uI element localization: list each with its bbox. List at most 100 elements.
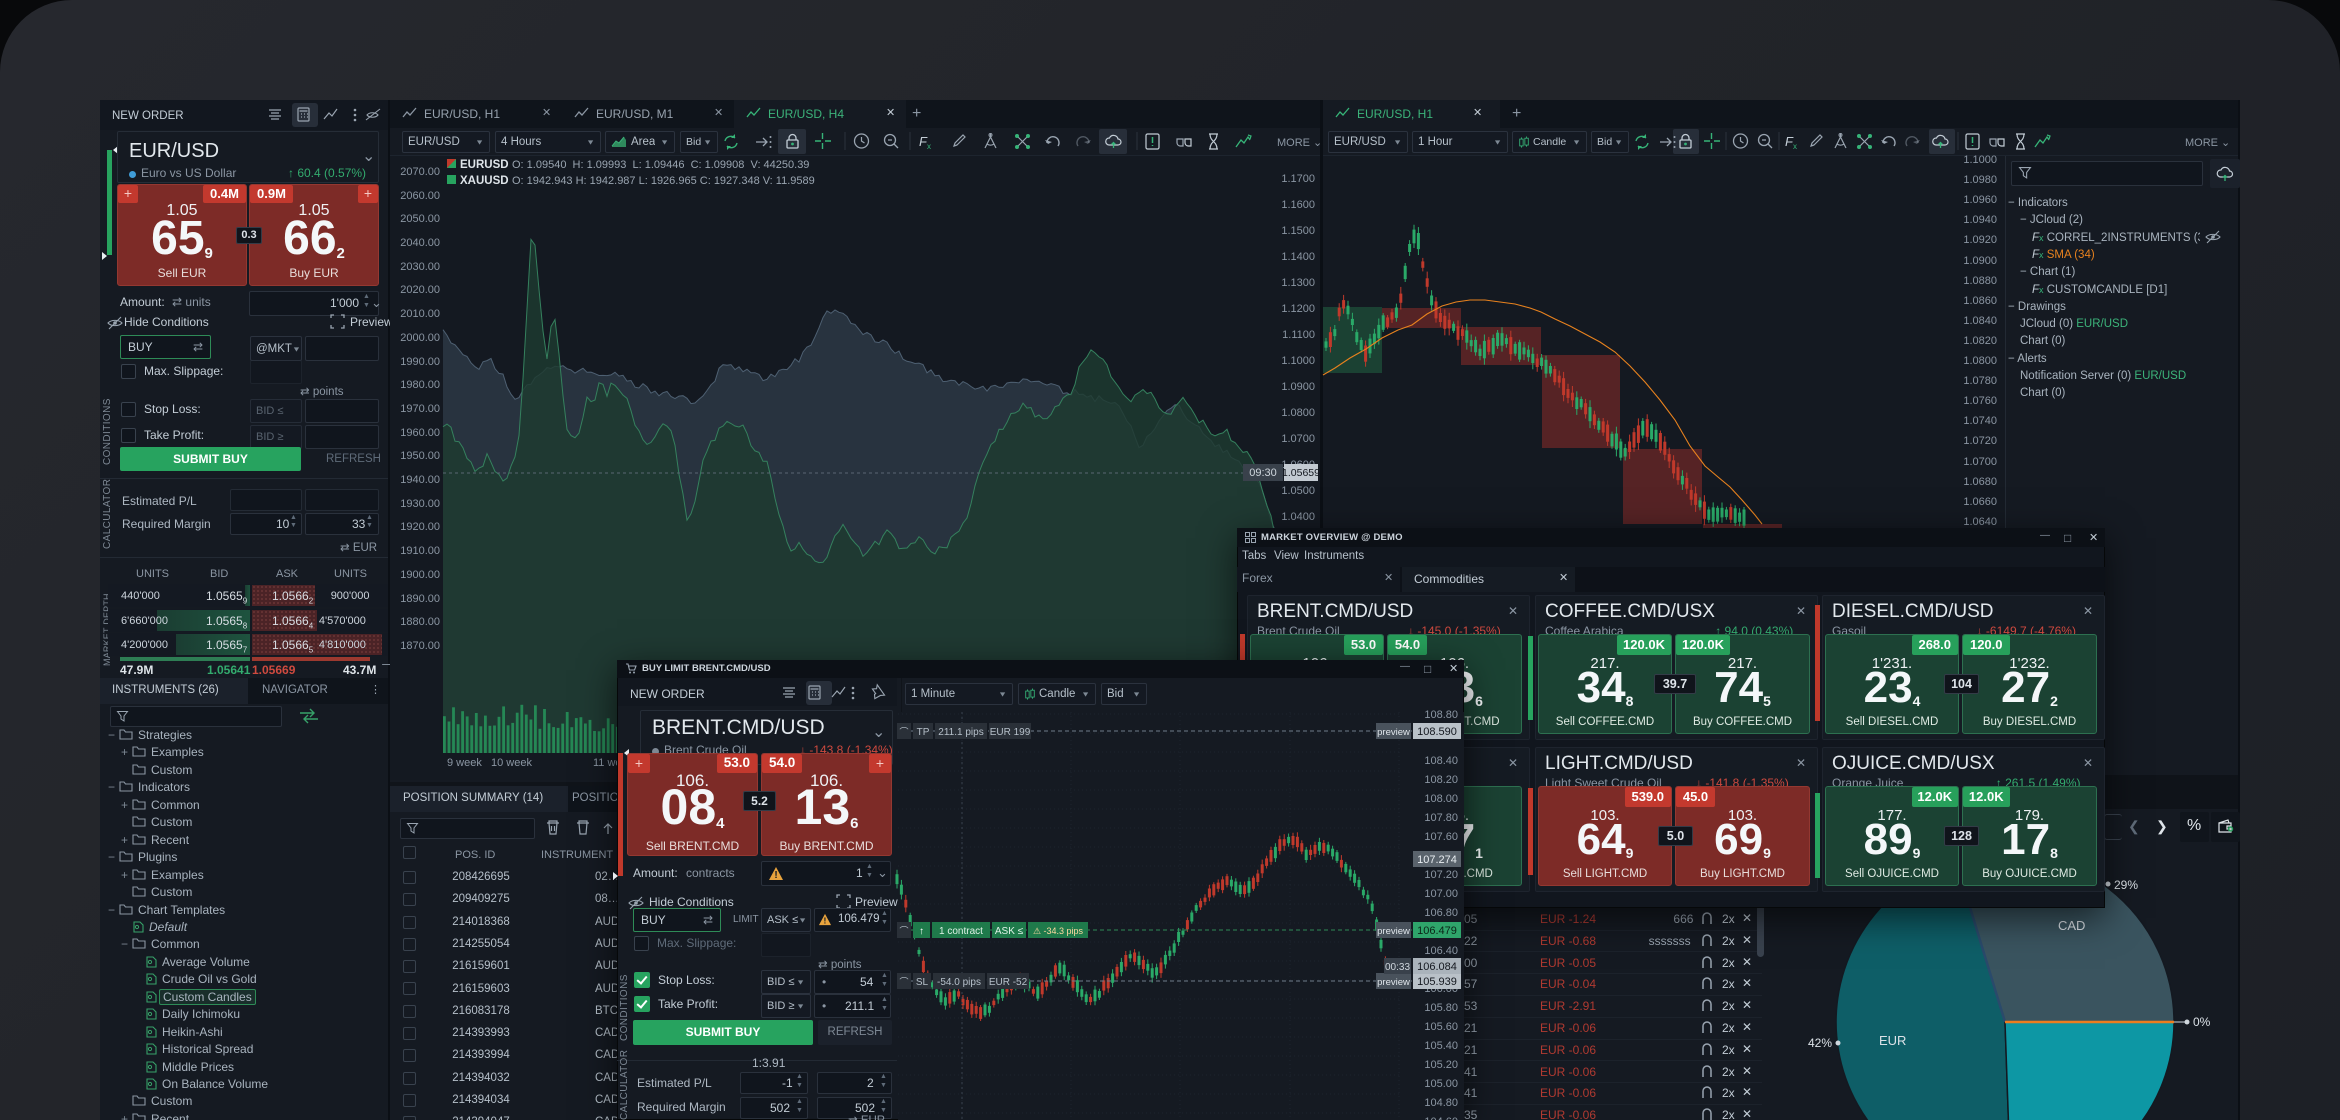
svg-text:1.0820: 1.0820 <box>1963 335 1997 347</box>
svg-text:1.1200: 1.1200 <box>1281 303 1315 315</box>
svg-text:104.60: 104.60 <box>1424 1116 1458 1120</box>
svg-text:2030.00: 2030.00 <box>400 261 440 273</box>
svg-text:1960.00: 1960.00 <box>400 427 440 439</box>
svg-text:1.1600: 1.1600 <box>1281 199 1315 211</box>
svg-text:105.40: 105.40 <box>1424 1040 1458 1052</box>
svg-text:!: ! <box>824 915 827 925</box>
svg-text:1.1700: 1.1700 <box>1281 173 1315 185</box>
svg-text:105.20: 105.20 <box>1424 1059 1458 1071</box>
svg-text:1950.00: 1950.00 <box>400 450 440 462</box>
svg-text:1.0760: 1.0760 <box>1963 395 1997 407</box>
svg-text:9 week: 9 week <box>447 757 482 769</box>
svg-text:preview: preview <box>1377 926 1410 937</box>
svg-text:preview: preview <box>1377 727 1410 738</box>
svg-text:107.00: 107.00 <box>1424 888 1458 900</box>
svg-text:EUR 199: EUR 199 <box>990 727 1031 738</box>
svg-text:ASK ≤: ASK ≤ <box>995 926 1024 937</box>
svg-text:107.80: 107.80 <box>1424 812 1458 824</box>
svg-text:EUR -52: EUR -52 <box>989 977 1028 988</box>
svg-text:⌒: ⌒ <box>899 977 908 987</box>
svg-text:106.084: 106.084 <box>1417 961 1457 973</box>
svg-text:1.0840: 1.0840 <box>1963 315 1997 327</box>
svg-text:1940.00: 1940.00 <box>400 474 440 486</box>
svg-text:1.0400: 1.0400 <box>1281 511 1315 523</box>
svg-text:1.0900: 1.0900 <box>1281 381 1315 393</box>
svg-text:09:30: 09:30 <box>1249 467 1277 479</box>
svg-text:105.939: 105.939 <box>1417 976 1457 988</box>
svg-text:1.1000: 1.1000 <box>1963 154 1997 166</box>
svg-text:2060.00: 2060.00 <box>400 190 440 202</box>
svg-text:1.0900: 1.0900 <box>1963 255 1997 267</box>
svg-text:1.05659: 1.05659 <box>1282 467 1320 479</box>
svg-text:↑: ↑ <box>919 926 924 937</box>
svg-text:1.1000: 1.1000 <box>1281 355 1315 367</box>
svg-text:1.0980: 1.0980 <box>1963 174 1997 186</box>
svg-text:1.0700: 1.0700 <box>1963 456 1997 468</box>
svg-text:1.0860: 1.0860 <box>1963 295 1997 307</box>
svg-text:1.1100: 1.1100 <box>1282 329 1315 341</box>
svg-text:2040.00: 2040.00 <box>400 237 440 249</box>
svg-text:108.20: 108.20 <box>1424 774 1458 786</box>
svg-text:1 contract: 1 contract <box>939 926 983 937</box>
svg-text:TP: TP <box>917 727 930 738</box>
svg-text:10 week: 10 week <box>491 757 532 769</box>
svg-text:2020.00: 2020.00 <box>400 284 440 296</box>
svg-text:1980.00: 1980.00 <box>400 379 440 391</box>
svg-text:1.0780: 1.0780 <box>1963 375 1997 387</box>
svg-text:1910.00: 1910.00 <box>400 545 440 557</box>
svg-text:1.0800: 1.0800 <box>1281 407 1315 419</box>
svg-text:1.1500: 1.1500 <box>1281 225 1315 237</box>
svg-text:107.60: 107.60 <box>1424 831 1458 843</box>
svg-text:2010.00: 2010.00 <box>400 308 440 320</box>
svg-text:0%: 0% <box>2193 1015 2211 1029</box>
svg-text:-54.0 pips: -54.0 pips <box>937 977 981 988</box>
svg-text:1.0700: 1.0700 <box>1281 433 1315 445</box>
svg-text:211.1 pips: 211.1 pips <box>938 727 983 738</box>
svg-text:107.274: 107.274 <box>1417 854 1457 866</box>
svg-text:105.80: 105.80 <box>1424 1002 1458 1014</box>
svg-text:SL: SL <box>916 977 929 988</box>
svg-text:1.0880: 1.0880 <box>1963 275 1997 287</box>
svg-text:preview: preview <box>1377 977 1410 988</box>
svg-text:108.00: 108.00 <box>1424 793 1458 805</box>
svg-text:108.40: 108.40 <box>1424 755 1458 767</box>
svg-text:1880.00: 1880.00 <box>400 616 440 628</box>
svg-text:1.0720: 1.0720 <box>1963 435 1997 447</box>
svg-text:1990.00: 1990.00 <box>400 356 440 368</box>
svg-text:1890.00: 1890.00 <box>400 593 440 605</box>
svg-text:O: 1942.943 H: 1942.987 L: 192: O: 1942.943 H: 1942.987 L: 1926.965 C: 1… <box>512 175 815 187</box>
svg-text:1.0640: 1.0640 <box>1963 516 1997 528</box>
svg-text:⌒: ⌒ <box>899 727 908 737</box>
svg-text:1870.00: 1870.00 <box>400 640 440 652</box>
svg-text:1970.00: 1970.00 <box>400 403 440 415</box>
svg-text:1.0940: 1.0940 <box>1963 214 1997 226</box>
svg-text:!: ! <box>774 870 777 881</box>
svg-text:42%: 42% <box>1808 1036 1832 1050</box>
svg-text:105.00: 105.00 <box>1424 1078 1458 1090</box>
svg-text:1920.00: 1920.00 <box>400 521 440 533</box>
svg-text:106.80: 106.80 <box>1424 907 1458 919</box>
svg-text:⌒: ⌒ <box>899 926 908 936</box>
svg-text:1.0660: 1.0660 <box>1963 496 1997 508</box>
svg-text:104.80: 104.80 <box>1424 1097 1458 1109</box>
svg-text:1.0960: 1.0960 <box>1963 194 1997 206</box>
svg-text:107.20: 107.20 <box>1424 869 1458 881</box>
svg-text:1930.00: 1930.00 <box>400 498 440 510</box>
svg-text:2070.00: 2070.00 <box>400 166 440 178</box>
svg-text:1.1400: 1.1400 <box>1281 251 1315 263</box>
svg-text:1.1300: 1.1300 <box>1281 277 1315 289</box>
svg-text:⚠ -34.3 pips: ⚠ -34.3 pips <box>1033 926 1084 936</box>
svg-text:00:33: 00:33 <box>1385 962 1410 973</box>
svg-text:XAUUSD: XAUUSD <box>460 175 509 187</box>
svg-text:2050.00: 2050.00 <box>400 213 440 225</box>
svg-text:29%: 29% <box>2114 878 2138 892</box>
svg-text:105.60: 105.60 <box>1424 1021 1458 1033</box>
svg-text:EURUSD: EURUSD <box>460 159 509 171</box>
svg-text:108.80: 108.80 <box>1424 709 1458 721</box>
svg-text:1.0680: 1.0680 <box>1963 476 1997 488</box>
svg-text:108.590: 108.590 <box>1417 726 1457 738</box>
svg-text:106.479: 106.479 <box>1417 925 1457 937</box>
svg-text:1.0740: 1.0740 <box>1963 415 1997 427</box>
svg-text:EUR: EUR <box>1879 1033 1906 1048</box>
svg-text:1900.00: 1900.00 <box>400 569 440 581</box>
